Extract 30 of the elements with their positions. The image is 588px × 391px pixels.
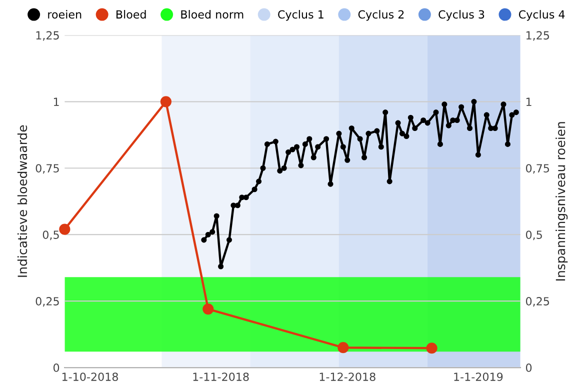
y-axis-title: Indicatieve bloedwaarde [17, 125, 28, 277]
point [160, 96, 172, 108]
x-tick-label: 1-1-2019 [454, 372, 503, 381]
point [202, 303, 214, 315]
y2-tick-label: 0,5 [526, 230, 542, 240]
legend-label: Cyclus 4 [518, 10, 565, 21]
y2-tick-label: 0,25 [526, 297, 550, 307]
legend-label: Cyclus 2 [358, 10, 404, 21]
x-tick-label: 1-11-2018 [193, 372, 249, 381]
point [426, 342, 438, 354]
y-tick-label: 1 [54, 98, 59, 106]
y2-tick-label: 0,75 [526, 164, 550, 174]
y2-tick-label: 1 [526, 98, 532, 106]
legend-label: Cyclus 3 [438, 10, 484, 21]
x-tick-label: 1-12-2018 [320, 372, 376, 381]
y-tick-label: 1,25 [36, 31, 59, 41]
y2-axis-title: Inspanningsniveau roeien [556, 122, 568, 280]
y2-tick-label: 1,25 [526, 31, 550, 41]
legend-label: Bloed norm [181, 10, 244, 19]
y-tick-label: 0,75 [36, 164, 59, 174]
y-tick-label: 0,25 [36, 297, 59, 307]
y2-tick-label: 0 [526, 364, 532, 372]
point [338, 342, 349, 354]
point [59, 224, 70, 235]
y-tick-label: 0,5 [42, 230, 59, 240]
y-tick-label: 0 [53, 364, 60, 372]
legend-label: Bloed [116, 10, 146, 19]
x-tick-label: 1-10-2018 [62, 372, 118, 381]
legend-label: roeien [48, 10, 82, 19]
legend-label: Cyclus 1 [278, 10, 324, 21]
